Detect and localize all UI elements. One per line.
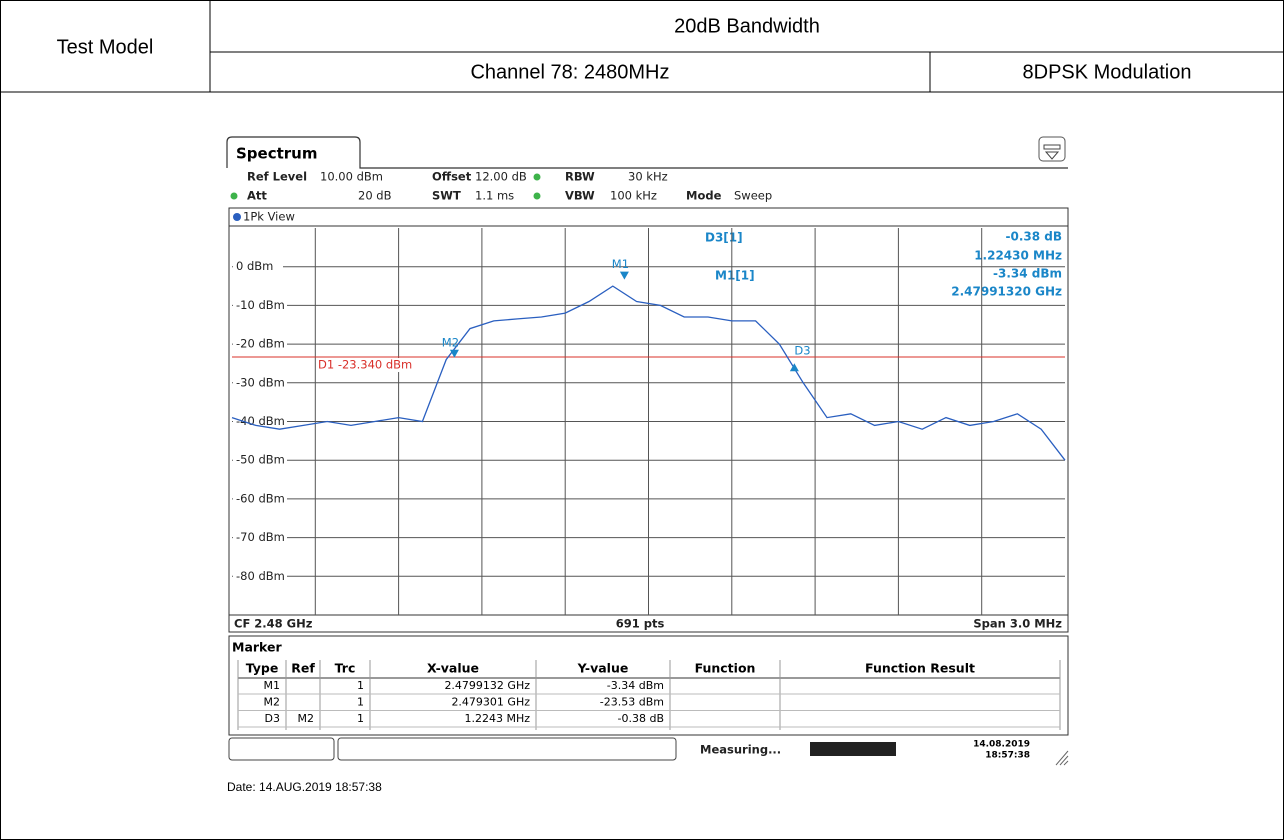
cell: 20dB Bandwidth bbox=[674, 15, 820, 37]
marker bbox=[449, 349, 459, 358]
cell: 1 bbox=[357, 679, 364, 692]
cell: 1 bbox=[357, 696, 364, 709]
view-label: 1Pk View bbox=[243, 210, 295, 224]
display-line-label: D1 -23.340 dBm bbox=[318, 358, 412, 372]
y-tick-label: -80 dBm bbox=[236, 569, 285, 583]
cell: M2 bbox=[298, 712, 315, 725]
marker bbox=[789, 363, 799, 372]
y-tick-label: -20 dBm bbox=[236, 337, 285, 351]
trace bbox=[231, 285, 1066, 461]
resize-grip bbox=[1055, 750, 1069, 766]
y-tick-label: -10 dBm bbox=[236, 298, 285, 312]
icon-glyph bbox=[1043, 144, 1061, 160]
setting-value: 1.1 ms bbox=[475, 189, 514, 203]
cell: 1.2243 MHz bbox=[464, 712, 530, 725]
setting-value: 30 kHz bbox=[628, 170, 668, 184]
tick-bg bbox=[233, 375, 287, 390]
marker bbox=[619, 271, 629, 280]
status-box bbox=[228, 737, 335, 761]
readout-value: -3.34 dBm bbox=[993, 267, 1062, 281]
setting-name: Ref Level bbox=[247, 170, 307, 184]
setting-name: RBW bbox=[565, 170, 595, 184]
marker-label: M2 bbox=[442, 335, 459, 349]
setting-value: 20 dB bbox=[358, 189, 392, 203]
status-time: 18:57:38 bbox=[985, 751, 1030, 761]
setting-name: SWT bbox=[432, 189, 461, 203]
y-tick-label: -70 dBm bbox=[236, 530, 285, 544]
y-tick-label: 0 dBm bbox=[236, 259, 273, 273]
tick-bg bbox=[233, 569, 287, 584]
tick-bg bbox=[233, 453, 287, 468]
column-header: X-value bbox=[427, 661, 479, 676]
readout-value: 2.47991320 GHz bbox=[951, 285, 1062, 299]
status-dot bbox=[533, 173, 541, 181]
y-tick-label: -40 dBm bbox=[236, 414, 285, 428]
view-dot bbox=[233, 213, 241, 221]
marker-title: Marker bbox=[232, 640, 282, 655]
setting-value: 10.00 dBm bbox=[320, 170, 383, 184]
status-box bbox=[337, 737, 677, 761]
setting-name: Offset bbox=[432, 170, 472, 184]
cell: Channel 78: 2480MHz bbox=[470, 61, 669, 83]
tab: Spectrum bbox=[236, 145, 317, 163]
cell: -3.34 dBm bbox=[607, 679, 664, 692]
dl-bg bbox=[316, 358, 428, 373]
y-tick-label: -50 dBm bbox=[236, 453, 285, 467]
y-tick-label: -30 dBm bbox=[236, 375, 285, 389]
cell: M1 bbox=[264, 679, 281, 692]
column-header: Trc bbox=[335, 661, 356, 676]
cell: 8DPSK Modulation bbox=[1023, 61, 1192, 83]
cell: -0.38 dB bbox=[618, 712, 665, 725]
tick-bg bbox=[233, 491, 287, 506]
tick-bg bbox=[233, 298, 287, 313]
date: Date: 14.AUG.2019 18:57:38 bbox=[227, 780, 382, 794]
tick-bg bbox=[233, 414, 287, 429]
setting-name: VBW bbox=[565, 189, 595, 203]
setting-value: 100 kHz bbox=[610, 189, 657, 203]
status: Measuring... bbox=[700, 743, 781, 757]
cell: M2 bbox=[264, 696, 281, 709]
column-header: Function Result bbox=[865, 661, 975, 676]
column-header: Ref bbox=[291, 661, 315, 676]
column-header: Function bbox=[695, 661, 756, 676]
cell: 2.4799132 GHz bbox=[444, 679, 530, 692]
setting-name: Mode bbox=[686, 189, 722, 203]
setting-name: Att bbox=[247, 189, 267, 203]
tick-bg bbox=[233, 259, 283, 274]
column-header: Y-value bbox=[577, 661, 629, 676]
tick-bg bbox=[233, 530, 287, 545]
center: CF 2.48 GHz bbox=[234, 617, 313, 631]
readout-name: D3[1] bbox=[705, 231, 743, 245]
points: 691 pts bbox=[616, 617, 665, 631]
status-dot bbox=[230, 192, 238, 200]
y-tick-label: -60 dBm bbox=[236, 491, 285, 505]
marker-label: D3 bbox=[794, 344, 810, 358]
marker-panel bbox=[228, 635, 1069, 736]
tab-frame bbox=[226, 136, 1068, 169]
progress bbox=[810, 742, 896, 756]
setting-value: 12.00 dB bbox=[475, 170, 527, 184]
setting-value: Sweep bbox=[734, 189, 772, 203]
cell: 2.479301 GHz bbox=[451, 696, 530, 709]
cell: Test Model bbox=[57, 36, 154, 58]
readout-value: 1.22430 MHz bbox=[974, 249, 1062, 263]
tick-bg bbox=[233, 337, 287, 352]
span: Span 3.0 MHz bbox=[973, 617, 1062, 631]
cell: -23.53 dBm bbox=[600, 696, 664, 709]
cell: 1 bbox=[357, 712, 364, 725]
status-date: 14.08.2019 bbox=[973, 740, 1030, 750]
readout-value: -0.38 dB bbox=[1005, 230, 1062, 244]
cell: D3 bbox=[265, 712, 280, 725]
marker-label: M1 bbox=[612, 257, 629, 271]
readout-name: M1[1] bbox=[715, 269, 755, 283]
column-header: Type bbox=[246, 661, 279, 676]
status-dot bbox=[533, 192, 541, 200]
